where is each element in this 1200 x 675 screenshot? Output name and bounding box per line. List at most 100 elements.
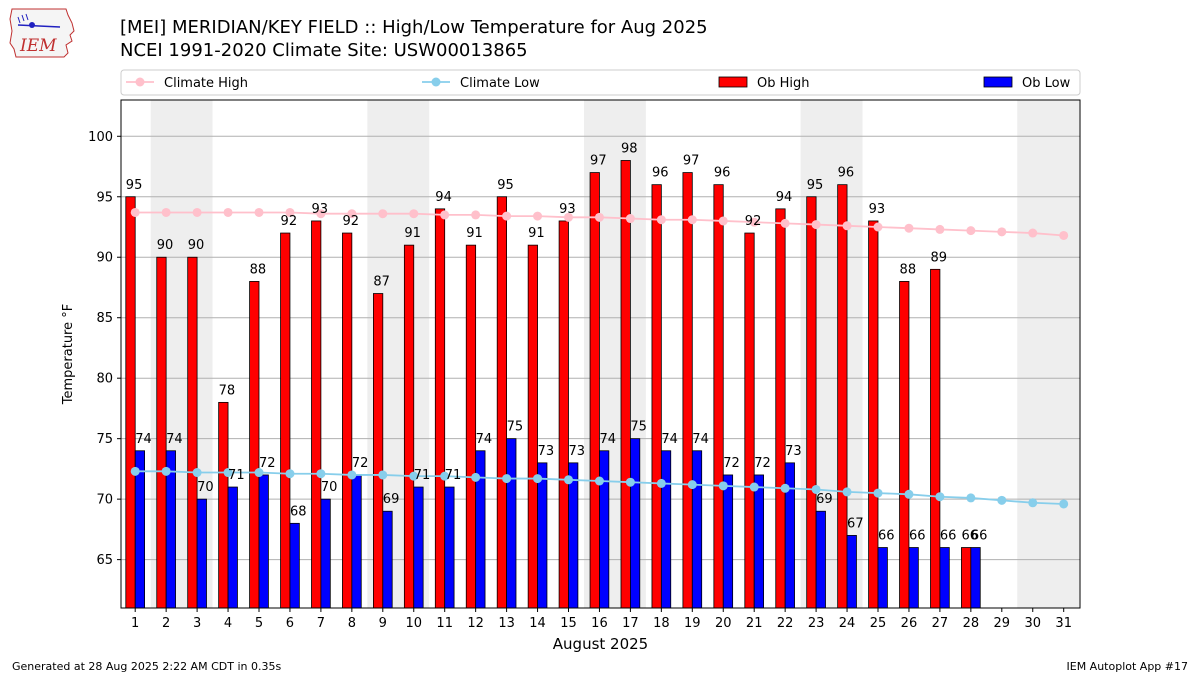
climate-high-point: [161, 207, 171, 217]
legend-label: Climate High: [164, 76, 248, 91]
ob-low-bar: [753, 474, 765, 609]
x-tick-label: 24: [839, 616, 856, 631]
x-tick-label: 15: [560, 616, 577, 631]
climate-high-point: [997, 227, 1007, 237]
climate-high-point: [811, 220, 821, 230]
x-tick-label: 16: [591, 616, 608, 631]
ob-low-label: 74: [692, 432, 709, 447]
climate-high-point: [749, 217, 759, 227]
ob-low-bar: [599, 450, 610, 609]
climate-high-point: [1028, 228, 1038, 238]
ob-low-label: 66: [878, 529, 895, 544]
ob-high-label: 88: [250, 262, 267, 277]
ob-low-label: 72: [754, 456, 771, 471]
climate-low-point: [656, 478, 666, 488]
climate-high-point: [378, 209, 388, 219]
ob-high-bar: [527, 244, 538, 609]
ob-high-label: 66: [961, 529, 978, 544]
climate-high-point: [502, 211, 512, 221]
climate-low-point: [254, 468, 264, 478]
climate-low-point: [687, 480, 697, 490]
x-tick-label: 11: [436, 616, 453, 631]
climate-high-point: [440, 210, 450, 220]
ob-low-bar: [382, 510, 393, 609]
x-tick-label: 7: [317, 616, 325, 631]
x-tick-label: 10: [405, 616, 422, 631]
ob-high-label: 78: [219, 383, 236, 398]
ob-high-label: 91: [466, 226, 483, 241]
climate-low-point: [533, 474, 543, 484]
climate-low-point: [1028, 498, 1038, 508]
x-tick-label: 23: [808, 616, 825, 631]
ob-high-bar: [589, 172, 600, 609]
ob-high-bar: [342, 232, 353, 609]
x-tick-label: 17: [622, 616, 639, 631]
ob-high-label: 91: [404, 226, 421, 241]
x-tick-label: 28: [963, 616, 980, 631]
x-tick-label: 25: [870, 616, 887, 631]
ob-high-bar: [558, 220, 569, 609]
ob-low-bar: [970, 547, 981, 609]
climate-high-point: [192, 207, 202, 217]
x-tick-label: 29: [994, 616, 1011, 631]
ob-high-bar: [156, 256, 167, 609]
ob-low-label: 70: [197, 480, 214, 495]
ob-high-bar: [744, 232, 755, 609]
footer-generated: Generated at 28 Aug 2025 2:22 AM CDT in …: [12, 660, 282, 673]
x-tick-label: 2: [162, 616, 170, 631]
ob-high-label: 92: [342, 214, 359, 229]
ob-high-label: 93: [312, 202, 329, 217]
climate-high-point: [1059, 230, 1069, 240]
ob-low-label: 69: [816, 492, 833, 507]
climate-low-point: [811, 484, 821, 494]
climate-low-point: [440, 471, 450, 481]
bars: [125, 160, 981, 609]
legend-box: [120, 69, 1081, 96]
ob-low-label: 71: [445, 468, 462, 483]
logo-text: IEM: [19, 36, 57, 56]
x-tick-label: 3: [193, 616, 201, 631]
x-tick-label: 18: [653, 616, 670, 631]
x-tick-label: 5: [255, 616, 263, 631]
ob-high-label: 97: [590, 154, 607, 169]
legend-label: Climate Low: [460, 76, 540, 91]
ob-high-label: 92: [745, 214, 762, 229]
ob-low-label: 70: [321, 480, 338, 495]
climate-high-point: [409, 209, 419, 219]
ob-low-label: 72: [352, 456, 369, 471]
climate-high-point: [687, 215, 697, 225]
ob-low-bar: [289, 522, 300, 609]
climate-high-point: [966, 226, 976, 236]
climate-high-point: [842, 221, 852, 231]
climate-low-point: [966, 493, 976, 503]
ob-high-bar: [280, 232, 291, 609]
ob-high-label: 87: [373, 275, 390, 290]
ob-low-label: 69: [383, 492, 400, 507]
ob-high-bar: [403, 244, 415, 609]
ob-high-label: 90: [188, 238, 205, 253]
x-tick-label: 8: [348, 616, 356, 631]
ob-high-label: 92: [281, 214, 298, 229]
ob-high-bar: [930, 268, 941, 609]
ob-high-label: 97: [683, 154, 700, 169]
ob-low-label: 74: [476, 432, 493, 447]
ob-high-bar: [837, 184, 848, 609]
ob-high-bar: [434, 208, 446, 609]
ob-low-bar: [568, 462, 579, 609]
legend-label: Ob Low: [1022, 76, 1071, 91]
legend: Climate High Climate Low Ob High Ob Low: [120, 69, 1081, 96]
ob-low-label: 71: [414, 468, 431, 483]
y-tick-label: 85: [96, 311, 113, 326]
x-tick-label: 12: [467, 616, 484, 631]
ob-low-bar: [444, 486, 455, 609]
ob-low-label: 74: [661, 432, 678, 447]
ob-high-bar: [775, 208, 786, 609]
y-tick-label: 65: [96, 553, 113, 568]
ob-high-bar: [868, 220, 879, 609]
ob-high-bar: [961, 547, 972, 609]
ob-low-bar: [908, 547, 919, 609]
climate-low-point: [1059, 499, 1069, 509]
ob-high-bar: [465, 244, 477, 609]
climate-high-point: [594, 212, 604, 222]
ob-high-bar: [218, 401, 229, 609]
